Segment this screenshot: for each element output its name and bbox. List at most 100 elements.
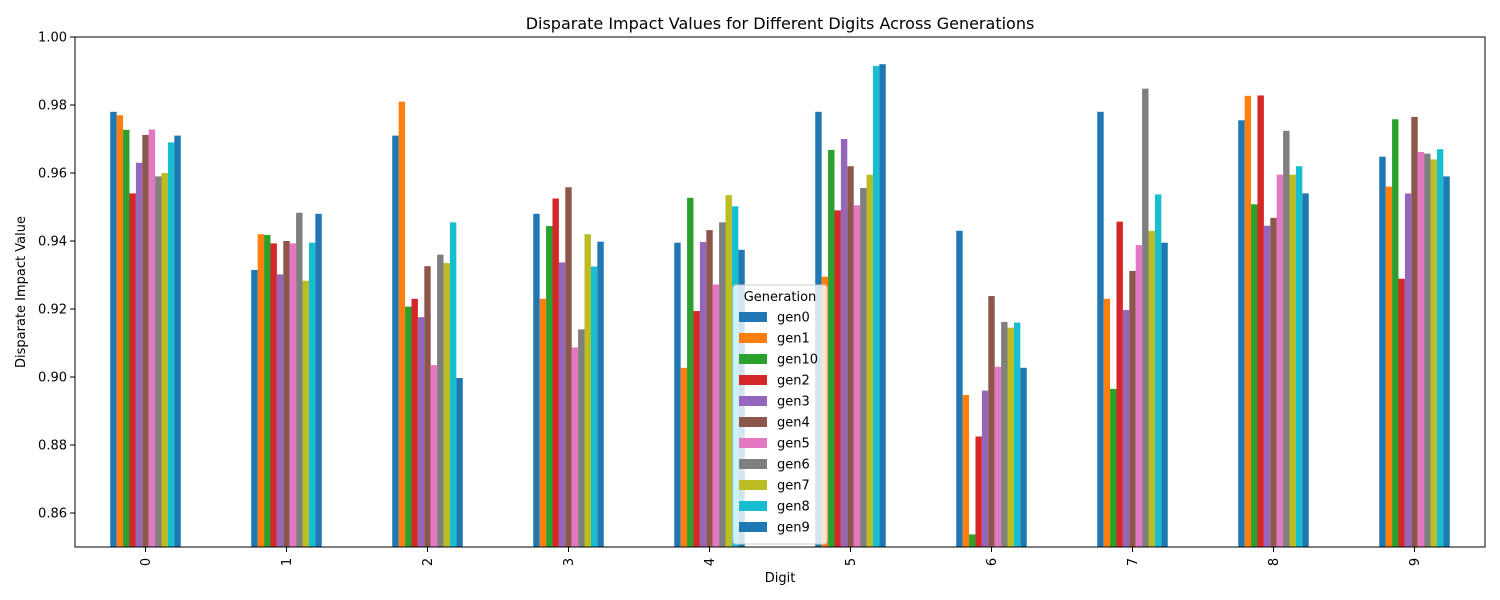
bar-gen10-digit-1	[264, 234, 271, 547]
bar-gen1-digit-6	[962, 395, 970, 547]
bar-gen6-digit-4	[719, 222, 726, 548]
legend-item-gen0: gen0	[739, 311, 810, 326]
bar-gen4-digit-6	[988, 296, 995, 547]
y-tick-label: 0.98	[38, 99, 67, 114]
legend-item-gen6: gen6	[739, 458, 810, 473]
bar-gen6-digit-5	[860, 187, 867, 547]
bar-gen6-digit-2	[437, 254, 444, 547]
bar-gen2-digit-6	[975, 436, 982, 547]
bar-gen8-digit-1	[308, 242, 316, 547]
bar-gen5-digit-5	[853, 205, 861, 548]
bar-gen0-digit-8	[1238, 120, 1245, 548]
bar-gen0-digit-4	[674, 242, 681, 547]
x-axis-label: Digit	[765, 571, 796, 586]
legend-label: gen1	[777, 332, 810, 347]
bar-gen7-digit-3	[584, 234, 591, 547]
x-tick-label: 8	[1267, 558, 1282, 566]
y-axis-label: Disparate Impact Value	[14, 216, 29, 368]
legend-swatch	[739, 354, 767, 364]
bar-gen1-digit-9	[1385, 186, 1393, 547]
x-tick-label: 2	[421, 558, 436, 566]
bar-gen8-digit-8	[1295, 166, 1303, 547]
bar-gen8-digit-3	[590, 266, 598, 547]
bar-group-digit-1	[251, 212, 322, 548]
bar-gen9-digit-0	[174, 135, 181, 547]
bar-gen5-digit-3	[571, 347, 579, 547]
bar-gen2-digit-8	[1257, 95, 1264, 547]
y-axis: 0.86 0.88 0.90 0.92 0.94 0.96 0.98 1.00	[38, 31, 75, 522]
bar-gen2-digit-0	[129, 193, 136, 547]
x-tick-label: 1	[280, 558, 295, 566]
bar-gen4-digit-3	[565, 187, 572, 547]
legend-item-gen9: gen9	[739, 521, 810, 536]
legend-label: gen6	[777, 458, 810, 473]
legend-label: gen5	[777, 437, 810, 452]
y-tick-label: 0.96	[38, 167, 67, 182]
legend-swatch	[739, 333, 767, 343]
bar-gen5-digit-8	[1276, 174, 1284, 547]
bar-gen3-digit-6	[981, 390, 989, 547]
legend-swatch	[739, 480, 767, 490]
bar-gen5-digit-2	[430, 365, 438, 547]
bar-group-digit-3	[533, 187, 604, 548]
legend: Generation gen0 gen1 gen10 gen2 gen3 gen4 gen5 g…	[732, 284, 828, 545]
bar-gen5-digit-7	[1135, 245, 1143, 547]
bar-gen10-digit-8	[1251, 204, 1258, 547]
bar-gen10-digit-4	[687, 197, 694, 547]
x-tick-label: 5	[844, 558, 859, 566]
legend-swatch	[739, 375, 767, 385]
y-tick-label: 1.00	[38, 31, 67, 46]
bar-gen9-digit-8	[1302, 193, 1309, 547]
legend-item-gen1: gen1	[739, 332, 810, 347]
bar-gen8-digit-6	[1013, 322, 1021, 547]
bar-gen7-digit-4	[725, 195, 732, 547]
bar-gen9-digit-5	[879, 64, 886, 547]
legend-title: Generation	[744, 290, 817, 305]
bar-gen0-digit-1	[251, 269, 258, 547]
bar-gen10-digit-6	[969, 534, 976, 547]
legend-label: gen9	[777, 521, 810, 536]
x-tick-label: 4	[703, 558, 718, 566]
bar-gen1-digit-8	[1244, 95, 1252, 547]
bars-layer	[110, 64, 1450, 548]
bar-gen8-digit-2	[449, 222, 457, 548]
bar-gen10-digit-7	[1110, 388, 1117, 547]
bar-gen4-digit-8	[1270, 217, 1277, 547]
bar-gen2-digit-4	[693, 311, 700, 547]
bar-gen6-digit-3	[578, 329, 585, 547]
bar-gen4-digit-9	[1411, 116, 1418, 548]
bar-gen10-digit-5	[828, 149, 835, 547]
bar-gen1-digit-4	[680, 367, 688, 547]
legend-label: gen3	[777, 395, 810, 410]
bar-gen6-digit-8	[1283, 130, 1290, 547]
bar-gen10-digit-0	[123, 129, 130, 547]
bar-group-digit-0	[110, 111, 181, 548]
legend-item-gen3: gen3	[739, 395, 810, 410]
y-tick-label: 0.86	[38, 507, 67, 522]
bar-gen4-digit-7	[1129, 270, 1136, 547]
legend-label: gen4	[777, 416, 810, 431]
bar-gen4-digit-4	[706, 230, 713, 547]
bar-gen0-digit-9	[1379, 156, 1386, 547]
bar-gen10-digit-9	[1392, 119, 1399, 547]
bar-gen0-digit-3	[533, 213, 540, 548]
bar-gen9-digit-3	[597, 241, 604, 547]
bar-gen3-digit-7	[1122, 310, 1130, 547]
bar-gen3-digit-3	[558, 262, 566, 547]
bar-gen6-digit-6	[1001, 321, 1008, 547]
bar-gen7-digit-9	[1430, 159, 1437, 547]
x-tick-label: 9	[1408, 558, 1423, 566]
legend-box	[732, 284, 828, 545]
bar-gen0-digit-0	[110, 111, 117, 548]
legend-item-gen2: gen2	[739, 374, 810, 389]
x-tick-label: 3	[562, 558, 577, 566]
bar-gen7-digit-6	[1007, 327, 1014, 547]
legend-item-gen5: gen5	[739, 437, 810, 452]
bar-gen3-digit-5	[840, 139, 848, 547]
bar-gen1-digit-3	[539, 298, 547, 547]
legend-swatch	[739, 501, 767, 511]
bar-gen3-digit-9	[1404, 193, 1412, 547]
bar-gen5-digit-6	[994, 366, 1002, 547]
